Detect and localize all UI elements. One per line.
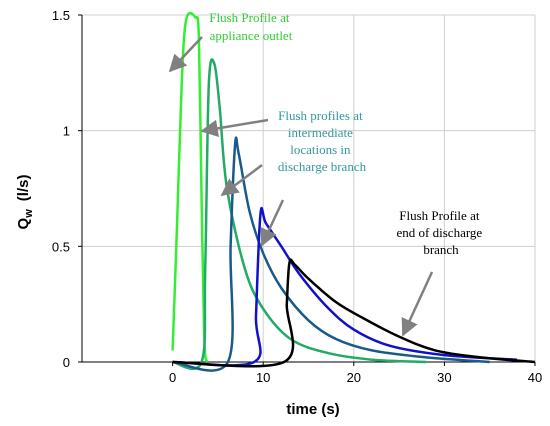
svg-text:Qw(l/s): Qw (l/s) [15,175,35,230]
arrow-intermediate-upper [200,118,269,138]
y-axis-title-main: Q [15,217,32,229]
annotation-appliance-outlet: Flush Profile at appliance outlet [209,10,292,43]
y-tick-label-2: 1 [63,124,70,139]
series-line-0 [171,11,209,363]
y-axis-title-sub: w [23,209,35,219]
tick-labels: 0 10 20 30 40 0 0.5 1 1.5 [52,8,542,385]
series-line-3 [172,206,517,367]
y-tick-label-3: 1.5 [52,8,70,23]
x-axis-title: time (s) [286,401,339,418]
arrow-intermediate-lower [220,164,263,197]
axes [78,14,536,366]
arrow-end-of-branch [401,271,434,337]
x-tick-label-0: 0 [169,370,176,385]
arrow-appliance-outlet [168,36,203,73]
series-layer [171,11,536,372]
series-line-4 [172,258,536,368]
arrow-intermediate-bottom [260,199,285,247]
y-tick-label-0: 0 [63,355,70,370]
series-line-1 [172,58,427,371]
annotation-intermediate-locations: Flush profiles at intermediate locations… [278,108,367,174]
x-tick-label-2: 20 [347,370,361,385]
x-tick-label-1: 10 [256,370,270,385]
annotation-end-of-branch: Flush Profile at end of discharge branch [397,208,486,257]
grid-lines [82,14,536,362]
x-tick-label-4: 40 [528,370,542,385]
x-tick-label-3: 30 [437,370,451,385]
y-tick-label-1: 0.5 [52,239,70,254]
y-axis-title-unit: (l/s) [15,175,32,202]
y-axis-title: Qw (l/s) [15,175,35,230]
